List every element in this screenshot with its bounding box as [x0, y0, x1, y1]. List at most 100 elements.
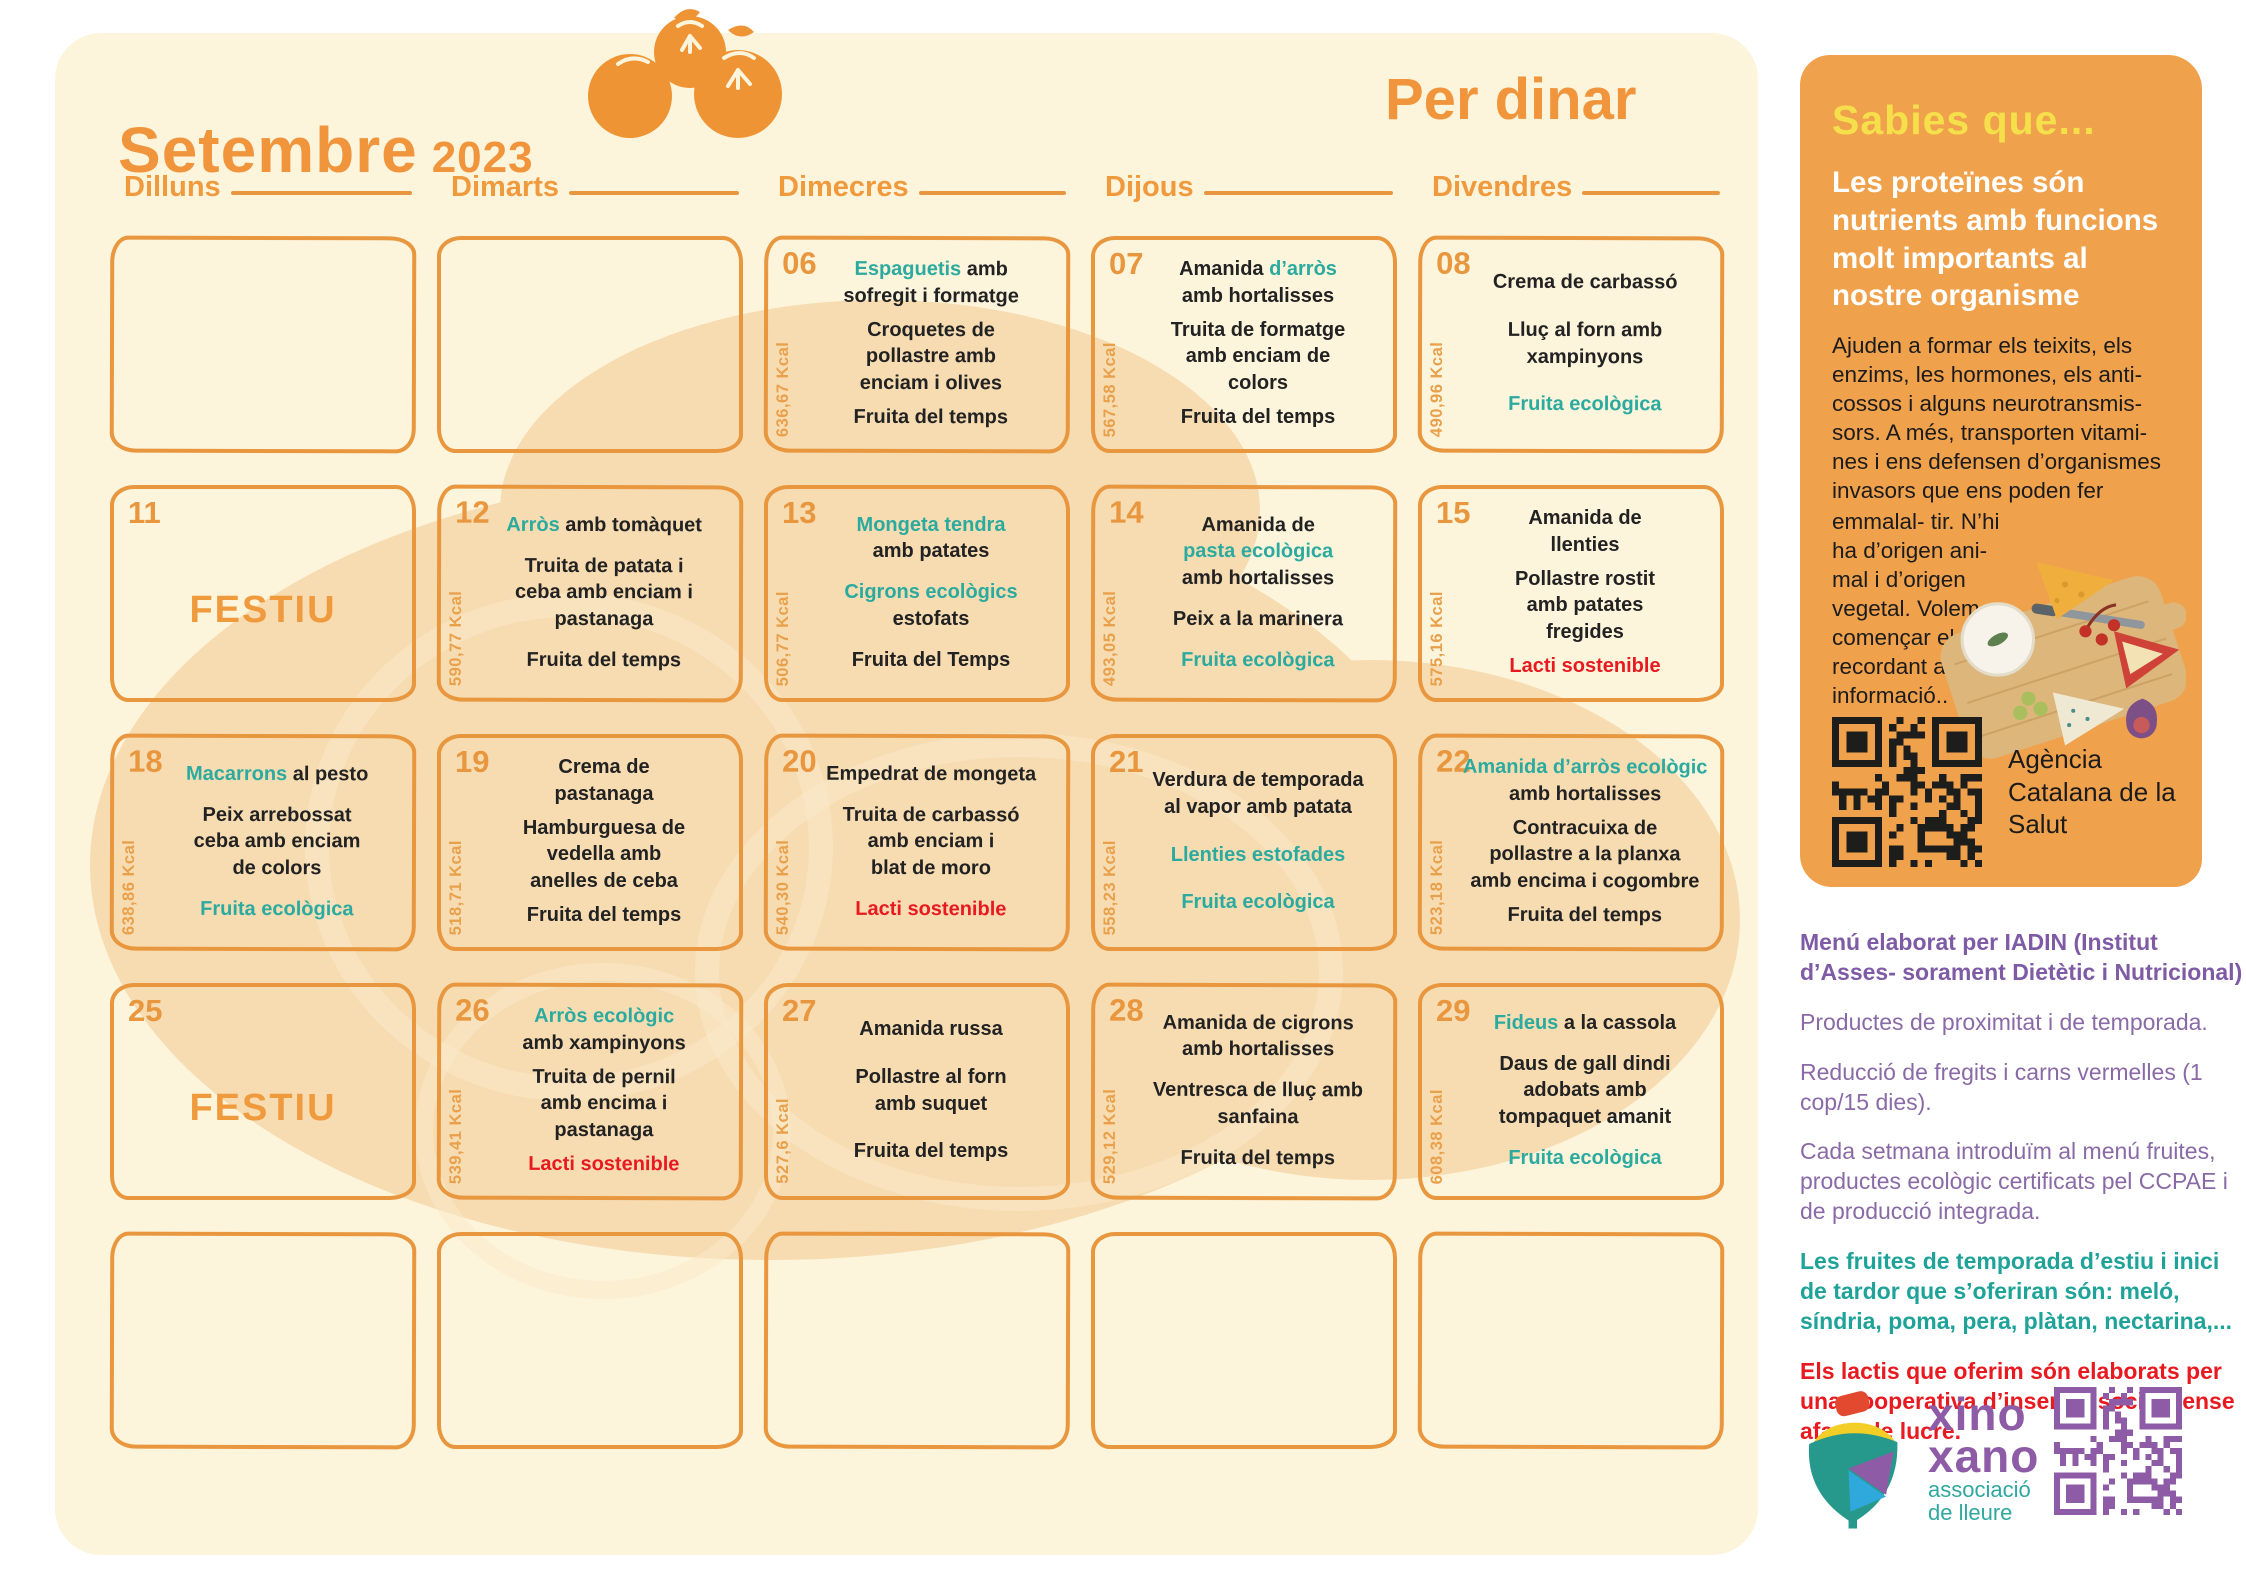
- kcal-label: 608,38 Kcal: [1428, 1088, 1446, 1184]
- menu-line: Fideus a la cassola: [1458, 1010, 1712, 1036]
- menu-text: Fruita del temps: [1507, 904, 1663, 927]
- day-number: 27: [782, 993, 817, 1028]
- day-header-dimarts: Dimarts: [437, 170, 743, 204]
- calendar-grid: Dilluns Dimarts Dimecres Dijous Divendres 06 6…: [109, 170, 1725, 1450]
- menu-items: Amanida russa Pollastre al forn amb suquet…: [804, 995, 1058, 1186]
- menu-line: pollastre amb: [804, 343, 1058, 370]
- menu-text: Daus de gall dindi: [1499, 1052, 1671, 1075]
- day-header-label: Divendres: [1432, 171, 1573, 203]
- dish: Fruita ecològica: [1458, 1145, 1712, 1171]
- dish: Fruita del temps: [477, 647, 731, 674]
- menu-line: tompaquet amanit: [1458, 1104, 1712, 1130]
- menu-text: Amanida de: [1528, 507, 1642, 530]
- day-cell-14: 14 493,05 Kcal Amanida de pasta ecològica am…: [1090, 484, 1398, 703]
- menu-line: Fruita del temps: [477, 647, 731, 674]
- day-cell-empty: [109, 235, 417, 454]
- menu-text: Fruita del temps: [526, 648, 682, 672]
- menu-line: Cigrons ecològics: [804, 579, 1058, 605]
- day-cell-08: 08 490,96 Kcal Crema de carbassó Lluç al fo…: [1417, 235, 1725, 454]
- menu-text: amb hortalisses: [1181, 566, 1335, 589]
- dish: Fruita del temps: [1458, 902, 1712, 929]
- day-cell-25: 25 FESTIU: [110, 983, 416, 1200]
- menu-text: amb: [966, 258, 1008, 281]
- dish: Contracuixa de pollastre a la planxa amb e…: [1458, 815, 1712, 895]
- dish: Amanida de cigrons amb hortalisses: [1131, 1009, 1385, 1062]
- dish: Lacti sostenible: [804, 896, 1058, 923]
- menu-line: Macarrons al pesto: [150, 760, 404, 787]
- day-number: 25: [128, 993, 163, 1028]
- menu-text: Cigrons ecològics: [844, 581, 1018, 604]
- day-number: 11: [128, 495, 161, 530]
- menu-line: ceba amb enciam: [150, 828, 404, 855]
- protein-body: Ajuden a formar els teixits, els enzims,…: [1832, 331, 2186, 759]
- dish: Daus de gall dindi adobats amb tompaquet a…: [1458, 1051, 1712, 1130]
- menu-text: Espaguetis: [854, 257, 967, 281]
- menu-line: Arròs amb tomàquet: [477, 511, 731, 538]
- day-cell-empty: [1417, 1231, 1725, 1450]
- menu-text: Verdura de temporada: [1152, 769, 1364, 792]
- day-cell-20: 20 540,30 Kcal Empedrat de mongeta Truita d…: [763, 733, 1071, 952]
- menu-text: Truita de formatge: [1170, 319, 1346, 342]
- menu-text: Pollastre rostit: [1514, 568, 1656, 591]
- menu-text: Ventresca de lluç amb: [1152, 1079, 1364, 1102]
- dish: Fruita del Temps: [804, 647, 1058, 673]
- menu-text: Contracuixa de: [1512, 816, 1658, 840]
- menu-items: Arròs amb tomàquet Truita de patata i ceba…: [477, 497, 731, 689]
- menu-items: Espaguetis amb sofregit i formatge Croquet…: [804, 248, 1058, 440]
- day-cell-18: 18 638,86 Kcal Macarrons al pesto Peix arre…: [109, 733, 417, 952]
- menu-text: Amanida: [1179, 258, 1270, 281]
- day-number: 15: [1436, 495, 1471, 530]
- menu-line: amb patates: [1458, 592, 1712, 618]
- menu-text: enciam i olives: [859, 371, 1003, 395]
- menu-text: amb patates: [872, 540, 990, 563]
- menu-line: Crema de: [477, 754, 731, 780]
- menu-text: Fruita del Temps: [851, 648, 1011, 671]
- menu-text: Fruita ecològica: [1181, 648, 1335, 672]
- menu-line: adobats amb: [1458, 1077, 1712, 1103]
- menu-text: Arròs ecològic: [534, 1005, 675, 1028]
- menu-text: xampinyons: [1526, 345, 1644, 368]
- menu-items: Fideus a la cassola Daus de gall dindi ado…: [1458, 995, 1712, 1186]
- brand-line: xano: [1928, 1430, 2040, 1483]
- menu-line: Peix arrebossat: [150, 802, 404, 829]
- dish: Amanida de pasta ecològica amb hortalisses: [1131, 511, 1385, 591]
- dish: Fruita ecològica: [1131, 647, 1385, 674]
- menu-line: Amanida de: [1131, 511, 1385, 538]
- menu-text: amb hortalisses: [1181, 1037, 1335, 1061]
- day-cell-empty: [109, 1231, 417, 1450]
- menu-line: pastanaga: [477, 781, 731, 807]
- menu-text: amb patates: [1526, 594, 1644, 617]
- menu-line: Lacti sostenible: [477, 1151, 731, 1178]
- menu-line: Truita de formatge: [1131, 317, 1385, 343]
- health-qr-code: [1832, 717, 1982, 867]
- menu-line: fregides: [1458, 619, 1712, 645]
- kcal-label: 527,6 Kcal: [774, 1098, 792, 1184]
- menu-text: Truita de patata i: [524, 554, 684, 578]
- menu-items: Amanida de pasta ecològica amb hortalisses…: [1131, 497, 1385, 689]
- menu-text: Croquetes de: [867, 318, 995, 342]
- menu-line: Fruita del temps: [1131, 1145, 1385, 1172]
- menu-text: Lacti sostenible: [528, 1153, 680, 1176]
- dish: Fruita del temps: [804, 1138, 1058, 1164]
- menu-line: amb hortalisses: [1131, 1036, 1385, 1063]
- menu-text: Llenties estofades: [1170, 843, 1346, 866]
- dish: Hamburguesa de vedella amb anelles de ceba: [477, 815, 731, 894]
- menu-text: al vapor amb patata: [1164, 795, 1352, 818]
- menu-line: colors: [1131, 370, 1385, 396]
- menu-line: Lacti sostenible: [1458, 653, 1712, 679]
- calendar-panel: [55, 33, 1758, 1555]
- menu-text: amb tomàquet: [565, 513, 703, 537]
- note-author: Menú elaborat per IADIN (Institut d’Asse…: [1800, 929, 2243, 985]
- day-header-label: Dilluns: [124, 171, 221, 203]
- footer: xino xano associació de lleure: [1796, 1385, 2246, 1545]
- dish: Macarrons al pesto: [150, 760, 404, 787]
- menu-line: Lluç al forn amb: [1458, 317, 1712, 344]
- menu-line: Mongeta tendra: [804, 512, 1058, 538]
- menu-text: Truita de carbassó: [842, 803, 1020, 827]
- menu-line: Fruita del temps: [1458, 902, 1712, 929]
- menu-line: de colors: [150, 854, 404, 881]
- menu-line: Contracuixa de: [1458, 815, 1712, 842]
- menu-text: colors: [1227, 371, 1289, 394]
- day-cell-07: 07 567,58 Kcal Amanida d’arròs amb hortalis…: [1091, 236, 1397, 453]
- kcal-label: 567,58 Kcal: [1101, 341, 1119, 437]
